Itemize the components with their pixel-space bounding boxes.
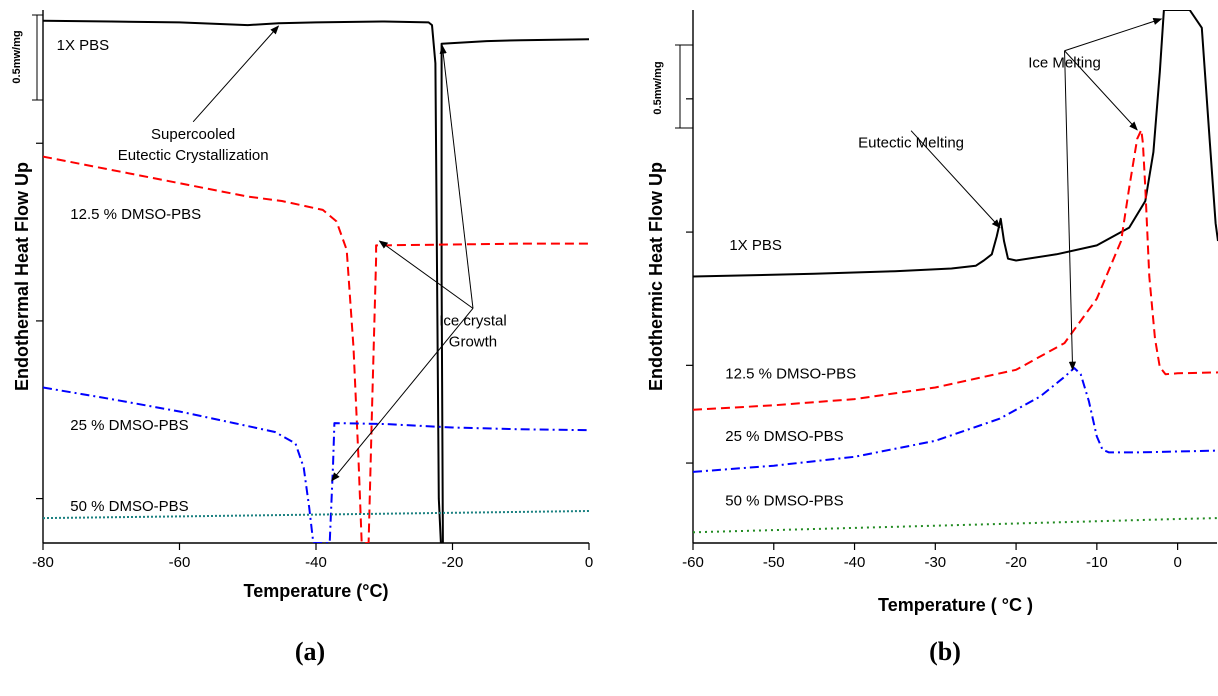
x-tick-label: -10 xyxy=(1086,554,1108,571)
series-line xyxy=(43,510,589,520)
series-line xyxy=(43,19,589,543)
x-axis-title: Temperature ( °C ) xyxy=(878,595,1033,615)
annotation-arrow xyxy=(439,44,474,309)
annotation-arrow xyxy=(1064,50,1077,371)
x-tick-label: -20 xyxy=(442,554,464,571)
chart-panel-1: -60 -50 -40 -30 -20 -10 0 0.5mw/mg 1X PBS 12.5 % … xyxy=(646,10,1218,666)
series-label: 1X PBS xyxy=(729,237,782,254)
annotation-text: Supercooled xyxy=(151,126,235,143)
x-tick-label: -50 xyxy=(763,554,785,571)
annotation-text: Ice crystal xyxy=(439,312,507,329)
x-tick-label: -60 xyxy=(169,554,191,571)
x-tick-label: -30 xyxy=(924,554,946,571)
chart-panel-0: -80 -60 -40 -20 0 0.5mw/mg 1X PBS 12.5 % DMSO-P… xyxy=(11,10,593,666)
series-label: 50 % DMSO-PBS xyxy=(725,493,843,510)
x-tick-label: -60 xyxy=(682,554,704,571)
annotation-arrow xyxy=(331,308,474,482)
series-group xyxy=(693,10,1218,534)
annotation-arrow xyxy=(1064,50,1138,131)
annotation-arrow xyxy=(378,240,474,309)
annotation-text: Eutectic Crystallization xyxy=(118,147,269,164)
series-label: 1X PBS xyxy=(57,37,110,54)
x-tick-label: 0 xyxy=(1173,554,1181,571)
x-tick-label: -20 xyxy=(1005,554,1027,571)
scale-bar-label: 0.5mw/mg xyxy=(11,30,23,83)
x-axis-title: Temperature (°C) xyxy=(244,581,389,601)
series-label: 25 % DMSO-PBS xyxy=(70,417,188,434)
x-tick-label: 0 xyxy=(585,554,593,571)
panel-caption: (a) xyxy=(295,637,325,666)
series-label: 12.5 % DMSO-PBS xyxy=(725,366,856,383)
annotation-arrow xyxy=(192,25,280,123)
annotation-arrow xyxy=(1064,17,1163,52)
scale-bar-label: 0.5mw/mg xyxy=(652,61,664,114)
series-line xyxy=(43,386,589,543)
series-line xyxy=(693,128,1218,411)
series-line xyxy=(693,10,1218,278)
y-axis-title: Endothermic Heat Flow Up xyxy=(646,162,666,391)
annotation-text: Growth xyxy=(449,333,497,350)
x-tick-label: -40 xyxy=(305,554,327,571)
y-axis-title: Endothermal Heat Flow Up xyxy=(12,162,32,391)
series-label: 25 % DMSO-PBS xyxy=(725,428,843,445)
series-line xyxy=(693,517,1218,534)
x-tick-label: -40 xyxy=(844,554,866,571)
series-line xyxy=(43,155,589,543)
series-label: 50 % DMSO-PBS xyxy=(70,498,188,515)
annotation-text: Eutectic Melting xyxy=(858,135,964,152)
x-tick-label: -80 xyxy=(32,554,54,571)
series-group xyxy=(43,19,589,543)
series-line xyxy=(693,367,1218,473)
annotation-arrow xyxy=(910,130,1001,229)
panel-caption: (b) xyxy=(929,637,961,666)
series-label: 12.5 % DMSO-PBS xyxy=(70,206,201,223)
